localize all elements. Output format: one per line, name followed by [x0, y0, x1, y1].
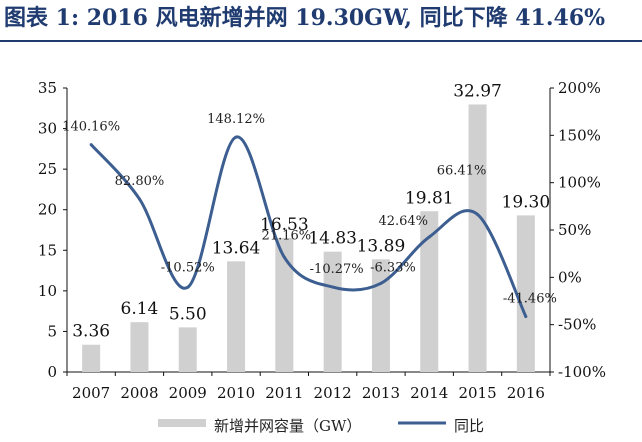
- bar-value-label: 5.50: [169, 304, 207, 324]
- bar: [130, 322, 149, 372]
- line-value-label: 66.41%: [437, 163, 487, 178]
- line-point: [89, 143, 93, 147]
- x-tick-label: 2008: [120, 384, 158, 402]
- left-tick-label: 30: [38, 120, 57, 138]
- left-tick-label: 10: [38, 282, 57, 300]
- line-value-label: 42.64%: [378, 214, 428, 229]
- line-value-label: 21.16%: [262, 228, 312, 243]
- x-tick-label: 2009: [169, 384, 207, 402]
- right-tick-label: -100%: [558, 363, 606, 381]
- right-tick-label: 200%: [558, 79, 601, 97]
- line-series: [89, 135, 528, 319]
- bar-value-label: 19.30: [502, 192, 551, 212]
- line-value-label: -6.33%: [370, 260, 416, 275]
- line-value-label: 82.80%: [115, 174, 165, 189]
- legend: 新增并网容量（GW） 同比: [158, 417, 484, 435]
- legend-bar-swatch: [158, 419, 206, 427]
- x-tick-label: 2010: [217, 384, 255, 402]
- bar-value-label: 13.64: [212, 238, 261, 258]
- line-point: [137, 197, 141, 201]
- right-tick-label: 50%: [558, 221, 591, 239]
- bar: [371, 259, 390, 372]
- bar: [323, 251, 342, 372]
- line-value-label: -10.52%: [161, 260, 215, 275]
- chart-axes: 0 5 10 15 20 25 30 35 -100% -50% 0% 50% 100% 150% 200%…: [38, 79, 606, 402]
- left-tick-label: 25: [38, 160, 57, 178]
- line-point: [427, 235, 431, 239]
- left-tick-label: 5: [47, 322, 57, 340]
- x-tick-label: 2012: [314, 384, 352, 402]
- line-point: [282, 255, 286, 259]
- x-tick-label: 2011: [265, 384, 303, 402]
- left-tick-label: 20: [38, 201, 57, 219]
- line-point: [476, 212, 480, 216]
- x-tick-label: 2013: [362, 384, 400, 402]
- legend-line-label: 同比: [454, 417, 484, 435]
- legend-bar-label: 新增并网容量（GW）: [214, 417, 361, 435]
- bar-value-label: 14.83: [308, 229, 357, 249]
- chart-title: 图表 1: 2016 风电新增并网 19.30GW, 同比下降 41.46%: [4, 5, 606, 31]
- line-value-label: -41.46%: [503, 292, 557, 307]
- bar-value-label: 3.36: [72, 322, 110, 342]
- line-point: [331, 285, 335, 289]
- x-tick-label: 2015: [458, 384, 496, 402]
- bar: [227, 261, 246, 372]
- bar: [420, 211, 439, 372]
- x-tick-label: 2007: [72, 384, 110, 402]
- title-divider: [0, 40, 642, 42]
- bar-value-label: 19.81: [405, 188, 454, 208]
- bar: [275, 237, 294, 372]
- left-tick-label: 35: [38, 79, 57, 97]
- bar-value-label: 13.89: [357, 236, 406, 256]
- left-tick-label: 0: [47, 363, 57, 381]
- right-tick-label: 150%: [558, 126, 601, 144]
- line-point: [379, 281, 383, 285]
- line-point: [186, 285, 190, 289]
- line-point: [524, 315, 528, 319]
- bar: [82, 344, 101, 372]
- bar: [516, 215, 535, 372]
- bar-value-label: 32.97: [453, 81, 502, 101]
- bar-value-label: 6.14: [121, 299, 159, 319]
- x-tick-label: 2014: [410, 384, 448, 402]
- right-tick-label: 0%: [558, 268, 582, 286]
- bar: [178, 327, 197, 372]
- bar-value-label: 16.53: [260, 215, 309, 235]
- line-value-label: -10.27%: [310, 262, 364, 277]
- bar-series: [82, 104, 535, 373]
- right-tick-label: -50%: [558, 316, 596, 334]
- left-tick-label: 15: [38, 241, 57, 259]
- line-point: [234, 135, 238, 139]
- right-tick-label: 100%: [558, 174, 601, 192]
- x-tick-label: 2016: [507, 384, 545, 402]
- line-value-label: 148.12%: [207, 112, 265, 127]
- line-value-label: 140.16%: [62, 120, 120, 135]
- bar: [468, 104, 487, 373]
